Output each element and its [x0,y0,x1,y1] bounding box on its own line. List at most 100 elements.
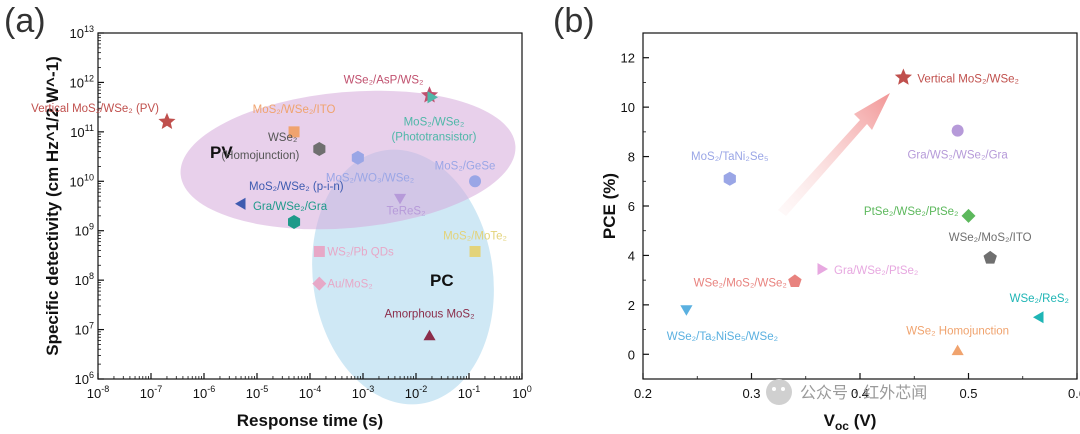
wse2-homojunction-marker [951,344,964,356]
wse2-ta2nise5-wse2-marker [680,305,693,316]
gra-wse2-ptse2-marker [817,263,828,276]
panel-a-y-ticks: 106 107 108 109 1010 1011 1012 1013 [70,24,104,387]
data-label: Au/MoS₂ [327,279,372,291]
panel-a-x-ticks: 10-8 10-7 10-6 10-5 10-4 10-3 10-2 10-1 100 [87,373,532,401]
data-label: WSe₂ [268,132,297,144]
data-label: Vertical MoS₂/WSe₂ (PV) [31,103,159,115]
panel-b-x-axis-title: Voc (V) [824,411,877,433]
x-tick-label: 0.2 [634,386,652,401]
x-tick-label: 10-2 [405,384,427,401]
watermark-text: 公众号 · 红外芯闻 [800,383,927,402]
x-tick-label: 10-5 [246,384,268,401]
panel-a-label: (a) [4,2,46,40]
panel-b-y-axis-title: PCE (%) [600,173,619,239]
y-tick-label: 106 [75,370,94,387]
y-tick-label: 10 [621,100,635,115]
watermark: 公众号 · 红外芯闻 [766,379,927,405]
data-label: WSe₂ Homojunction [906,326,1009,338]
panel-a-y-axis-title: Specific detectivity (cm Hz^1/2 W^-1) [43,56,62,356]
ptse2-wse2-ptse2-marker [961,208,976,223]
gra-wse2-gra-marker [288,215,301,229]
y-tick-label: 6 [628,199,635,214]
y-tick-label: 0 [628,347,635,362]
wse2-mos2-ito-marker [983,250,997,264]
panel-b-data-labels: Vertical MoS₂/WSe₂ Gra/WS₂/WSe₂/Gra MoS₂/T… [667,73,1069,342]
panel-b-label: (b) [553,2,595,40]
wse2-mos2-wse2-marker [788,274,802,287]
x-tick-label: 10-3 [352,384,374,401]
wechat-icon [766,379,792,405]
amorphous-mos2-marker [423,329,436,341]
mos2-tani2se5-marker [723,171,736,186]
ws2-pb-qds-marker [313,245,325,257]
panel-b-data-markers [680,68,1044,356]
x-tick-label: 10-6 [193,384,215,401]
panel-a-data-markers [158,86,482,341]
wse2-homojunction-marker [313,142,326,156]
mos2-gese-marker [469,175,482,188]
y-tick-label: 8 [628,150,635,165]
teres2-marker [394,193,407,205]
pv-region-label: PV [210,143,233,162]
y-tick-label: 4 [628,248,635,263]
panel-a-chart: (a) 10-8 10-7 10-6 10-5 10-4 10-3 10-2 10-1 100 … [4,2,532,430]
y-tick-label: 107 [75,321,94,338]
panel-b-x-ticks: 0.2 0.3 0.4 0.5 0.6 [634,373,1080,401]
data-label: Gra/WSe₂/PtSe₂ [834,265,918,277]
wse2-res2-marker [1033,311,1044,324]
data-label: WSe₂/AsP/WS₂ [344,74,424,86]
x-tick-label: 10-7 [140,384,162,401]
data-label: MoS₂/GeSe [435,160,496,172]
data-label: TeReS₂ [387,205,426,217]
data-label: MoS₂/WSe₂ [404,116,465,128]
x-tick-label: 0.6 [1068,386,1080,401]
x-tick-label: 0.3 [742,386,760,401]
data-label: WSe₂/ReS₂ [1010,293,1069,305]
y-tick-label: 1012 [70,73,94,90]
data-label: MoS₂/WSe₂ (p-i-n) [249,181,344,193]
data-label: WSe₂/MoS₂/WSe₂ [694,277,787,289]
data-label: WSe₂/MoS₂/ITO [949,232,1032,244]
y-tick-label: 1013 [70,24,94,41]
pc-region-label: PC [430,271,454,290]
y-tick-label: 1010 [70,172,94,189]
panel-a-x-axis-title: Response time (s) [237,411,383,430]
data-label: Gra/WSe₂/Gra [253,201,328,213]
pv-region [180,90,516,230]
panel-b-y-ticks: 0 2 4 6 8 10 12 [621,32,649,362]
mos2-wse2-p-i-n-marker [235,197,246,210]
y-tick-label: 12 [621,51,635,66]
x-tick-label: 100 [512,384,531,401]
data-label: MoS₂/WSe₂/ITO [253,104,336,116]
mos2-mote2-marker [469,245,481,257]
mos2-wse2-phototransistor-marker [427,91,438,104]
vertical-mos2-wse2-marker [894,68,912,85]
x-tick-label: 10-1 [458,384,480,401]
mos2-wo3-wse2-marker [351,150,364,165]
data-label: (Phototransistor) [391,131,476,143]
mos2-wse2-ito-marker [288,126,300,138]
panel-b-chart: (b) 0.2 0.3 0.4 0.5 0.6 0 2 4 6 8 10 12 Voc (V) PC… [553,2,1080,433]
data-label: WSe₂/Ta₂NiSe₅/WSe₂ [667,331,778,343]
data-label: Amorphous MoS₂ [384,309,474,321]
x-tick-label: 0.5 [959,386,977,401]
x-tick-label: 10-8 [87,384,109,401]
y-tick-label: 2 [628,298,635,313]
y-tick-label: 1011 [70,123,94,140]
y-tick-label: 108 [75,271,94,288]
gra-ws2-wse2-gra-marker [951,124,964,137]
y-tick-label: 109 [75,222,94,239]
data-label: MoS₂/MoTe₂ [443,230,507,242]
data-label: (Homojunction) [221,150,299,162]
trend-arrow [778,93,890,216]
data-label: Vertical MoS₂/WSe₂ [917,73,1019,85]
vertical-mos2-wse2-pv-marker [158,112,176,129]
data-label: WS₂/Pb QDs [327,246,394,258]
data-label: Gra/WS₂/WSe₂/Gra [907,150,1008,162]
data-label: MoS₂/TaNi₂Se₅ [691,151,769,163]
x-tick-label: 0.4 [851,386,869,401]
au-mos2-marker [312,276,327,291]
data-label: MoS₂/WO₃/WSe₂ [326,173,414,185]
data-label: PtSe₂/WSe₂/PtSe₂ [864,206,959,218]
